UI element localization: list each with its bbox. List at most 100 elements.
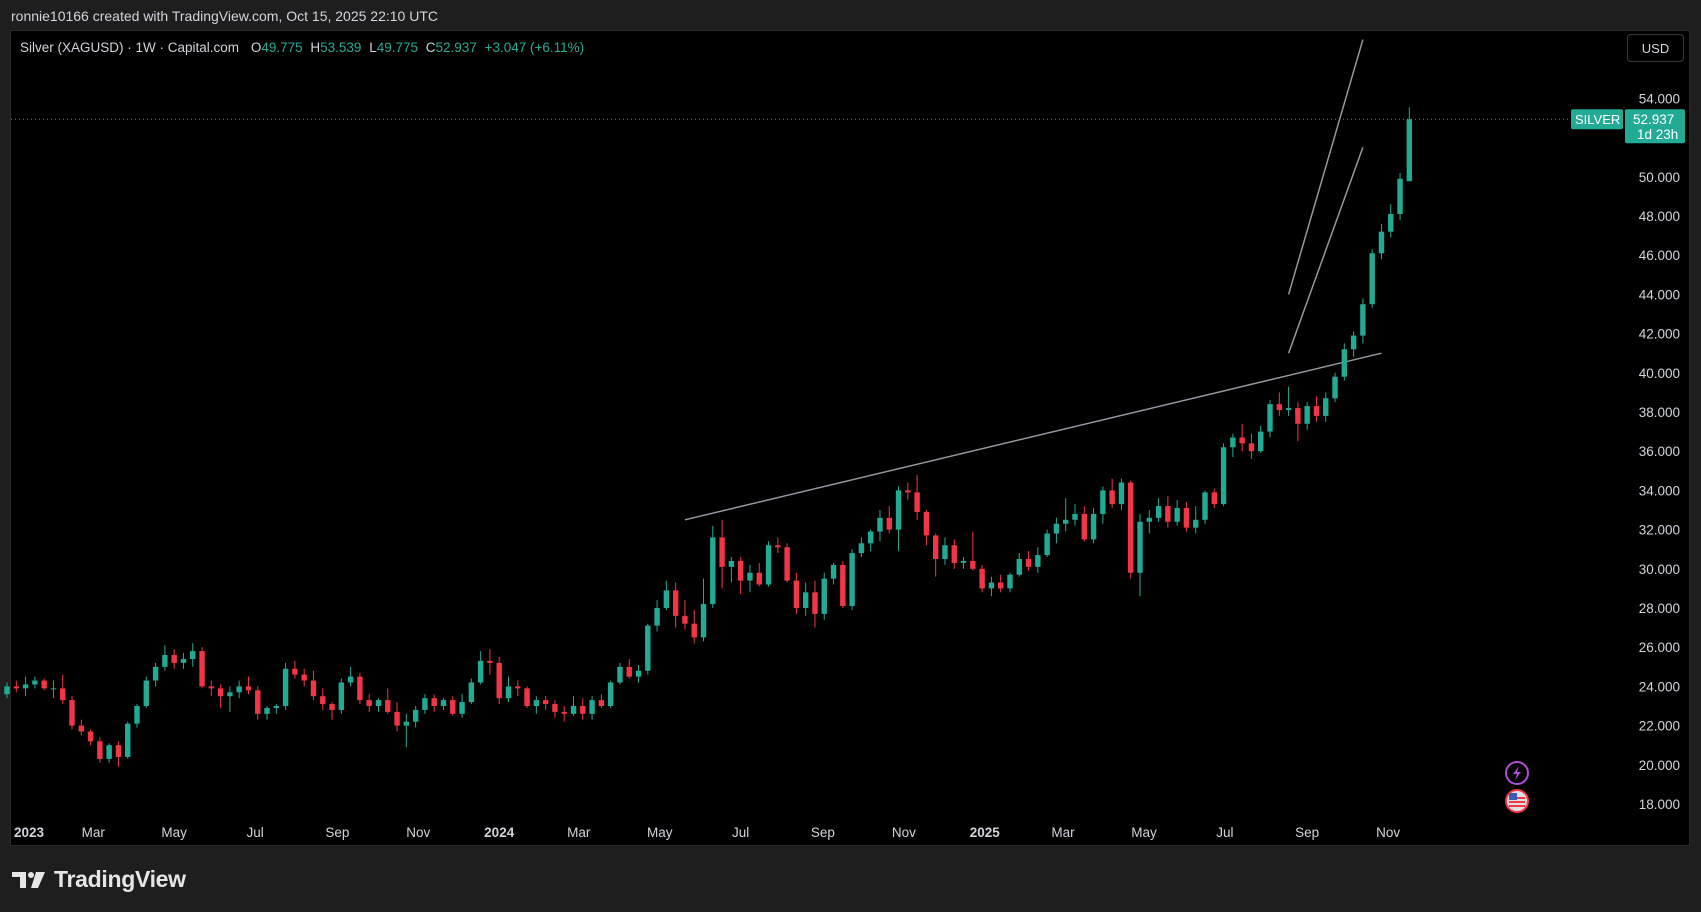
candle [87, 729, 94, 746]
brand-name: TradingView [54, 866, 186, 892]
candle [682, 600, 688, 630]
x-tick-label: Nov [892, 825, 916, 840]
candle-body [524, 688, 530, 706]
tradingview-logo-icon [12, 871, 45, 888]
candle [338, 678, 345, 714]
candle [923, 510, 930, 546]
x-tick-label: Mar [1051, 825, 1075, 840]
candle-body [552, 704, 558, 712]
y-tick-label: 28.000 [1639, 601, 1680, 616]
candle [858, 537, 865, 558]
candle-body [4, 686, 10, 695]
candle-body [1378, 231, 1385, 254]
lightning-icon[interactable] [1505, 761, 1529, 785]
candle-body [858, 543, 865, 554]
candle-body [821, 578, 827, 614]
change-value: +3.047 (+6.11%) [484, 40, 585, 55]
candle-body [1248, 443, 1255, 452]
x-tick-label: Jul [732, 825, 749, 840]
candle-body [672, 590, 679, 616]
candle-body [106, 745, 112, 759]
candle-body [849, 553, 855, 607]
candle-body [50, 688, 57, 690]
y-tick-label: 20.000 [1639, 758, 1680, 773]
y-tick-label: 32.000 [1639, 523, 1680, 538]
candle-body [700, 604, 707, 638]
candle-body [645, 625, 651, 671]
candle-body [357, 676, 363, 701]
candle [561, 706, 567, 722]
close-label: C [425, 40, 436, 55]
candle-body [338, 682, 345, 710]
candle [1295, 402, 1301, 442]
candle [1193, 506, 1199, 534]
us-flag-icon[interactable] [1505, 789, 1529, 813]
y-tick-label: 18.000 [1639, 797, 1680, 812]
candle [1313, 396, 1320, 422]
candle [496, 657, 502, 705]
candle-body [886, 517, 892, 530]
candle [1165, 496, 1171, 528]
candle-body [1388, 214, 1394, 232]
candle [1174, 500, 1180, 526]
candle-body [255, 690, 261, 714]
candle-body [905, 490, 911, 493]
candle [877, 510, 883, 542]
candle [385, 688, 391, 714]
candle [190, 643, 196, 667]
y-tick-label: 50.000 [1639, 170, 1680, 185]
candle [1155, 498, 1162, 522]
candle [1109, 478, 1115, 509]
candle [515, 680, 521, 697]
y-tick-label: 36.000 [1639, 444, 1680, 459]
candle-body [152, 666, 159, 681]
candle-body [960, 560, 967, 563]
candle-body [1053, 523, 1060, 534]
candle-body [942, 545, 948, 559]
candle-body [1137, 521, 1143, 573]
candle-body [1323, 398, 1329, 416]
candle-body [245, 686, 252, 691]
candle-body [561, 711, 567, 714]
candle [942, 537, 948, 565]
candle-body [607, 682, 614, 706]
candle-body [737, 560, 744, 581]
candle [821, 572, 827, 620]
currency-button[interactable]: USD [1627, 34, 1684, 62]
candle [97, 737, 103, 763]
candle-body [1100, 490, 1106, 514]
candle [691, 609, 697, 644]
candle-body [533, 700, 540, 706]
y-tick-label: 34.000 [1639, 483, 1680, 498]
candle [793, 572, 800, 614]
candle [1350, 331, 1357, 358]
candle [775, 537, 781, 554]
candle [914, 474, 920, 520]
candle [22, 676, 29, 697]
candle [1230, 433, 1236, 458]
candle-body [1146, 517, 1152, 522]
candle-body [1267, 404, 1273, 432]
candle-body [951, 545, 957, 563]
candle-body [468, 682, 475, 703]
candle-body [366, 700, 372, 706]
candle [1360, 298, 1366, 344]
candle [13, 680, 19, 693]
candle [607, 680, 614, 708]
candle [320, 688, 326, 710]
candle [1258, 425, 1264, 454]
candle [979, 564, 985, 593]
candle [1137, 513, 1143, 597]
symbol-title[interactable]: Silver (XAGUSD) · 1W · Capital.com [20, 40, 240, 55]
y-tick-label: 48.000 [1639, 209, 1680, 224]
candle-body [1128, 482, 1134, 573]
candle-body [840, 564, 846, 607]
y-tick-label: 38.000 [1639, 405, 1680, 420]
candle-body [747, 572, 753, 581]
price-tag-value: 52.937 [1633, 112, 1674, 127]
candle [208, 680, 215, 697]
candle [1035, 547, 1041, 573]
candle [125, 721, 131, 759]
candle-body [997, 582, 1004, 589]
